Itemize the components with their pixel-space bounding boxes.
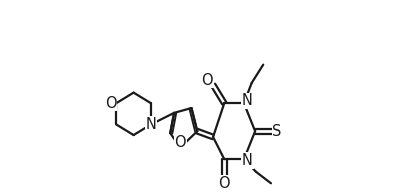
Text: O: O [202, 73, 213, 88]
Text: N: N [242, 93, 253, 108]
Text: S: S [272, 124, 282, 139]
Text: N: N [242, 153, 253, 168]
Text: N: N [145, 117, 156, 132]
Text: O: O [174, 135, 186, 150]
Text: O: O [105, 96, 116, 111]
Text: O: O [218, 176, 230, 191]
